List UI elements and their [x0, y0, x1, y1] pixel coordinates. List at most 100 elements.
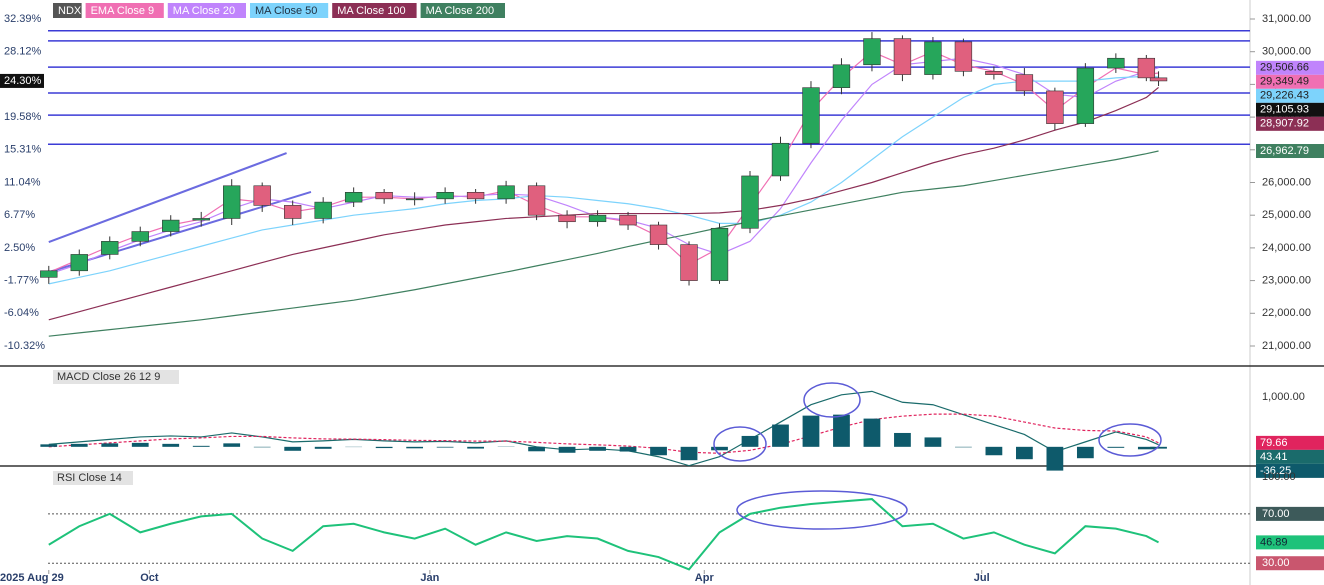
tick-badge	[1256, 506, 1324, 521]
histogram-bar	[1150, 446, 1167, 449]
histogram-bar	[223, 443, 241, 447]
histogram-bar	[467, 446, 484, 449]
value-badge	[1256, 88, 1324, 103]
value-badge	[1256, 74, 1324, 89]
y-tick-label: 70.00	[1262, 508, 1290, 520]
candle-body	[436, 192, 454, 200]
candle-body	[344, 192, 363, 203]
histogram-bar	[711, 446, 728, 451]
y-tick-label: 22,000.00	[1262, 307, 1311, 319]
value-badge	[1256, 116, 1324, 131]
legend-box	[167, 3, 246, 18]
candle-body	[162, 219, 180, 232]
histogram-bar	[101, 443, 119, 447]
value-badge	[1256, 144, 1324, 159]
candle-body	[985, 71, 1003, 75]
histogram-bar	[1137, 446, 1155, 450]
candle-body	[131, 231, 149, 242]
panel-title-box	[53, 370, 179, 384]
value-label: 28,907.92	[1260, 118, 1309, 130]
legend-label: MA Close 20	[173, 5, 235, 17]
histogram-bar	[131, 442, 149, 447]
y-tick-label: 31,000.00	[1262, 13, 1311, 25]
histogram-bar	[863, 418, 881, 447]
candle-body	[649, 224, 668, 245]
histogram-bar	[985, 446, 1003, 456]
candle-body	[1015, 74, 1034, 92]
panel-title-box	[53, 471, 133, 485]
histogram-bar	[650, 446, 667, 456]
histogram-bar	[40, 444, 58, 447]
candle-body	[40, 270, 58, 278]
legend-label: EMA Close 9	[91, 5, 155, 17]
macd-line	[48, 390, 1159, 467]
histogram-bar	[619, 446, 637, 452]
candle-body	[832, 64, 851, 88]
rsi-line	[48, 498, 1159, 571]
candle-body	[283, 205, 302, 219]
annotation-ellipse	[736, 490, 908, 530]
candle-body	[1137, 57, 1156, 79]
candle-body	[771, 142, 790, 177]
value-badge	[1256, 463, 1324, 478]
ma-line	[48, 86, 1159, 321]
x-tick-label: Apr	[695, 572, 715, 584]
legend-box	[332, 3, 417, 18]
legend-box	[85, 3, 164, 18]
tick-badge	[1256, 556, 1324, 571]
histogram-bar	[375, 446, 393, 449]
candle-body	[527, 185, 546, 216]
value-badge	[1256, 102, 1324, 117]
candle-body	[223, 185, 241, 219]
y-tick-label: 30.00	[1262, 557, 1290, 569]
candle-body	[192, 218, 210, 221]
y-tick-label: 26,000.00	[1262, 176, 1311, 188]
value-label: 43.41	[1260, 451, 1288, 463]
value-label: 79.66	[1260, 437, 1288, 449]
candle-body	[375, 192, 393, 200]
histogram-bar	[1107, 446, 1125, 448]
histogram-bar	[924, 437, 942, 447]
x-tick-label: Jan	[420, 572, 439, 584]
value-badge	[1256, 449, 1324, 464]
histogram-bar	[406, 446, 424, 449]
annotation-ellipse	[713, 426, 767, 462]
y-tick-label: 30,000.00	[1262, 46, 1311, 58]
histogram-bar	[436, 446, 454, 448]
histogram-bar	[528, 446, 545, 452]
value-badge	[0, 73, 44, 88]
y-tick-label: 1,000.00	[1262, 391, 1305, 403]
histogram-bar	[192, 445, 210, 447]
candle-body	[954, 41, 973, 72]
histogram-bar	[741, 435, 759, 447]
y-tick-label: 21,000.00	[1262, 340, 1311, 352]
histogram-bar	[314, 446, 332, 449]
y-left-tick-label: 6.77%	[4, 209, 35, 221]
candle-body	[70, 254, 88, 272]
y-left-tick-label: 28.12%	[4, 46, 42, 58]
value-label: 24.30%	[4, 75, 42, 87]
y-left-tick-label: -10.32%	[4, 340, 45, 352]
candle-body	[466, 192, 485, 200]
value-label: 26,962.79	[1260, 145, 1309, 157]
legend-box	[250, 3, 329, 18]
value-label: -36.25	[1260, 465, 1291, 477]
y-tick-label: 23,000.00	[1262, 274, 1311, 286]
histogram-bar	[802, 415, 820, 447]
candle-body	[680, 244, 698, 281]
trend-line	[48, 152, 287, 243]
y-tick-label: 100.00	[1262, 471, 1296, 483]
histogram-bar	[894, 432, 911, 447]
histogram-bar	[680, 446, 698, 461]
histogram-bar	[833, 414, 850, 447]
histogram-bar	[772, 424, 789, 447]
x-tick-label: Jul	[974, 572, 990, 584]
candle-body	[619, 214, 637, 226]
histogram-bar	[1016, 446, 1033, 460]
legend-label: MA Close 200	[426, 5, 494, 17]
candle-body	[253, 185, 271, 206]
candle-body	[1107, 57, 1125, 69]
candle-body	[101, 241, 119, 255]
